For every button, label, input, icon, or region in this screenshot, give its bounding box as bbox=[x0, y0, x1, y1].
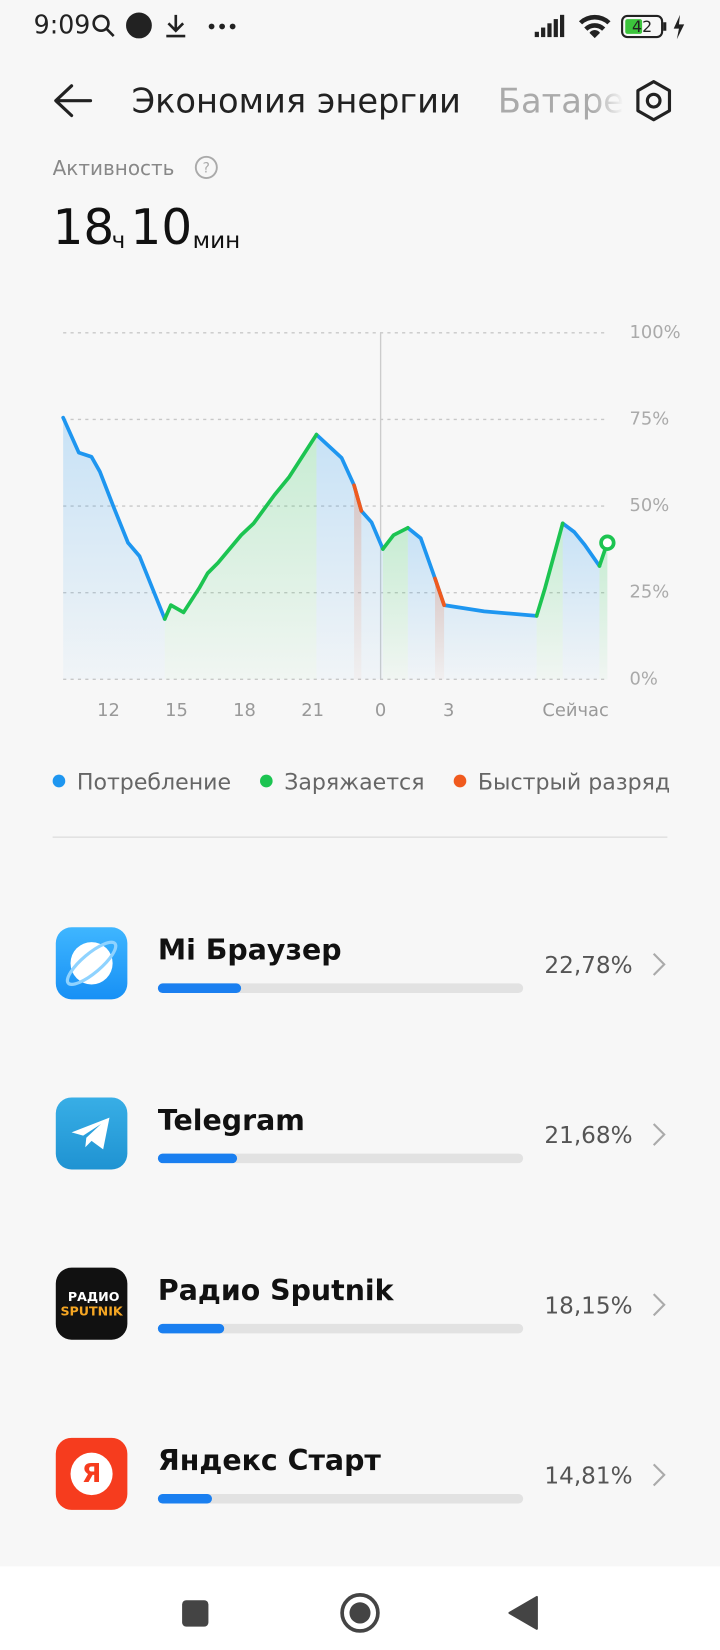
legend-dot bbox=[52, 774, 66, 788]
battery-tab[interactable]: Батаре bbox=[498, 81, 624, 120]
usage-bar bbox=[157, 1494, 212, 1504]
recents-button[interactable] bbox=[182, 1600, 209, 1627]
chevron bbox=[652, 1463, 666, 1487]
home-button[interactable] bbox=[340, 1593, 380, 1633]
x-tick-label: Сейчас bbox=[542, 700, 608, 721]
y-tick-label: 50% bbox=[629, 495, 669, 516]
chevron bbox=[652, 1123, 666, 1146]
y-tick-label: 25% bbox=[629, 582, 669, 603]
usage-track bbox=[157, 1153, 524, 1164]
hours-unit: ч bbox=[112, 227, 126, 254]
app-name: Telegram bbox=[158, 1104, 305, 1137]
svg-text:?: ? bbox=[203, 160, 210, 176]
series-line bbox=[162, 432, 610, 621]
x-tick-label: 0 bbox=[375, 700, 386, 721]
series-area bbox=[382, 527, 408, 680]
series-area bbox=[63, 417, 165, 680]
activity-hours: 18 bbox=[53, 200, 115, 256]
chevron bbox=[652, 953, 666, 976]
series-area bbox=[316, 434, 383, 680]
status-icons bbox=[92, 12, 236, 39]
usage-bar bbox=[157, 983, 242, 993]
app-name: Яндекс Старт bbox=[158, 1444, 381, 1477]
series-area bbox=[164, 434, 317, 680]
usage-percent: 14,81% bbox=[544, 1463, 632, 1490]
y-tick-label: 100% bbox=[629, 322, 680, 343]
series-line bbox=[352, 483, 446, 607]
usage-track bbox=[157, 983, 524, 993]
series-area bbox=[599, 542, 608, 680]
x-tick-label: 12 bbox=[97, 700, 120, 721]
activity-minutes: 10 bbox=[131, 200, 193, 256]
series-area bbox=[407, 527, 537, 680]
usage-percent: 21,68% bbox=[544, 1122, 632, 1149]
y-tick-label: 75% bbox=[629, 408, 669, 429]
usage-percent: 22,78% bbox=[544, 952, 632, 979]
app-row[interactable]: Mi Браузер 22,78% bbox=[55, 927, 666, 1000]
x-tick-label: 18 bbox=[233, 700, 256, 721]
battery-level: 42 bbox=[632, 17, 652, 36]
usage-bar bbox=[157, 1153, 238, 1164]
clock: 9:09 bbox=[34, 9, 91, 39]
x-tick-label: 21 bbox=[301, 700, 324, 721]
chevron bbox=[652, 1293, 666, 1317]
app-row[interactable]: Telegram 21,68% bbox=[55, 1097, 666, 1170]
icon-shape bbox=[70, 942, 113, 985]
series-area bbox=[536, 523, 563, 680]
app-name: Радио Sputnik bbox=[158, 1274, 395, 1307]
app-icon bbox=[55, 1267, 128, 1340]
activity-label: Активность bbox=[53, 156, 175, 180]
back-button[interactable] bbox=[54, 84, 93, 118]
usage-percent: 18,15% bbox=[544, 1292, 632, 1319]
x-tick-label: 3 bbox=[443, 700, 454, 721]
x-tick-label: 15 bbox=[165, 700, 188, 721]
usage-track bbox=[157, 1494, 524, 1504]
legend-dot bbox=[260, 774, 273, 788]
usage-track bbox=[157, 1323, 524, 1334]
usage-bar bbox=[157, 1323, 225, 1334]
icon-shape bbox=[71, 1117, 110, 1150]
icon-shape bbox=[65, 940, 118, 986]
icon-text: РАДИО bbox=[68, 1289, 120, 1304]
settings-button[interactable] bbox=[636, 80, 672, 122]
series-area bbox=[562, 523, 600, 680]
legend-dot bbox=[453, 774, 467, 788]
minutes-unit: мин bbox=[193, 227, 241, 254]
app-row[interactable]: Я Яндекс Старт 14,81% bbox=[55, 1437, 666, 1510]
icon-shape bbox=[70, 1452, 113, 1496]
signal-icons bbox=[534, 14, 685, 40]
y-tick-label: 0% bbox=[629, 668, 657, 689]
series-area bbox=[354, 485, 362, 680]
legend-label: Заряжается bbox=[284, 770, 424, 796]
current-point bbox=[599, 534, 616, 551]
app-name: Mi Браузер bbox=[158, 934, 342, 967]
legend-label: Быстрый разряд bbox=[478, 770, 670, 796]
icon-text: Я bbox=[82, 1458, 101, 1488]
page-title: Экономия энергии bbox=[132, 81, 461, 120]
help-icon[interactable]: ? bbox=[194, 155, 218, 179]
legend-label: Потребление bbox=[77, 770, 231, 796]
icon-text: SPUTNIK bbox=[60, 1304, 123, 1319]
back-nav-button[interactable] bbox=[508, 1595, 538, 1630]
